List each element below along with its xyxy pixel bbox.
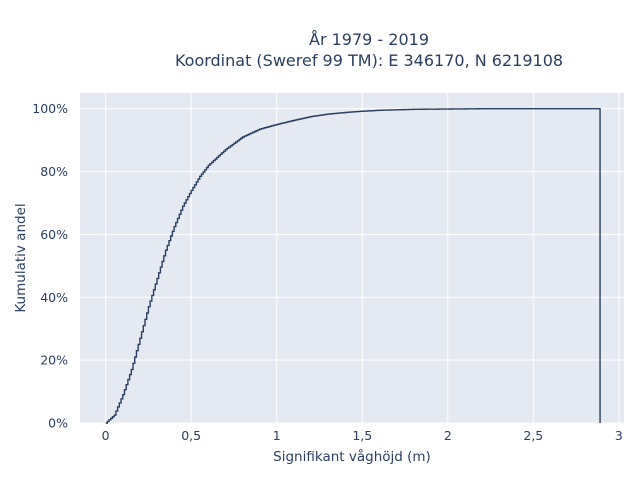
x-axis-label: Signifikant våghöjd (m) — [273, 448, 431, 465]
x-tick-label: 1 — [273, 428, 281, 443]
x-tick-label: 1,5 — [352, 428, 372, 443]
x-tick-label: 0 — [102, 428, 110, 443]
chart-title: År 1979 - 2019 — [309, 30, 429, 49]
x-tick-label: 0,5 — [181, 428, 201, 443]
cdf-series-line — [105, 108, 601, 424]
chart-subtitle: Koordinat (Sweref 99 TM): E 346170, N 62… — [175, 51, 563, 70]
y-tick-label: 40% — [40, 290, 68, 305]
x-tick-label: 3 — [615, 428, 623, 443]
y-tick-label: 20% — [40, 353, 68, 368]
x-tick-label: 2 — [444, 428, 452, 443]
plot-background — [80, 93, 624, 423]
y-tick-label: 80% — [40, 164, 68, 179]
y-tick-label: 100% — [32, 101, 68, 116]
y-axis-label: Kumulativ andel — [13, 203, 29, 312]
y-tick-label: 0% — [48, 416, 68, 431]
x-tick-label: 2,5 — [523, 428, 543, 443]
y-tick-label: 60% — [40, 227, 68, 242]
